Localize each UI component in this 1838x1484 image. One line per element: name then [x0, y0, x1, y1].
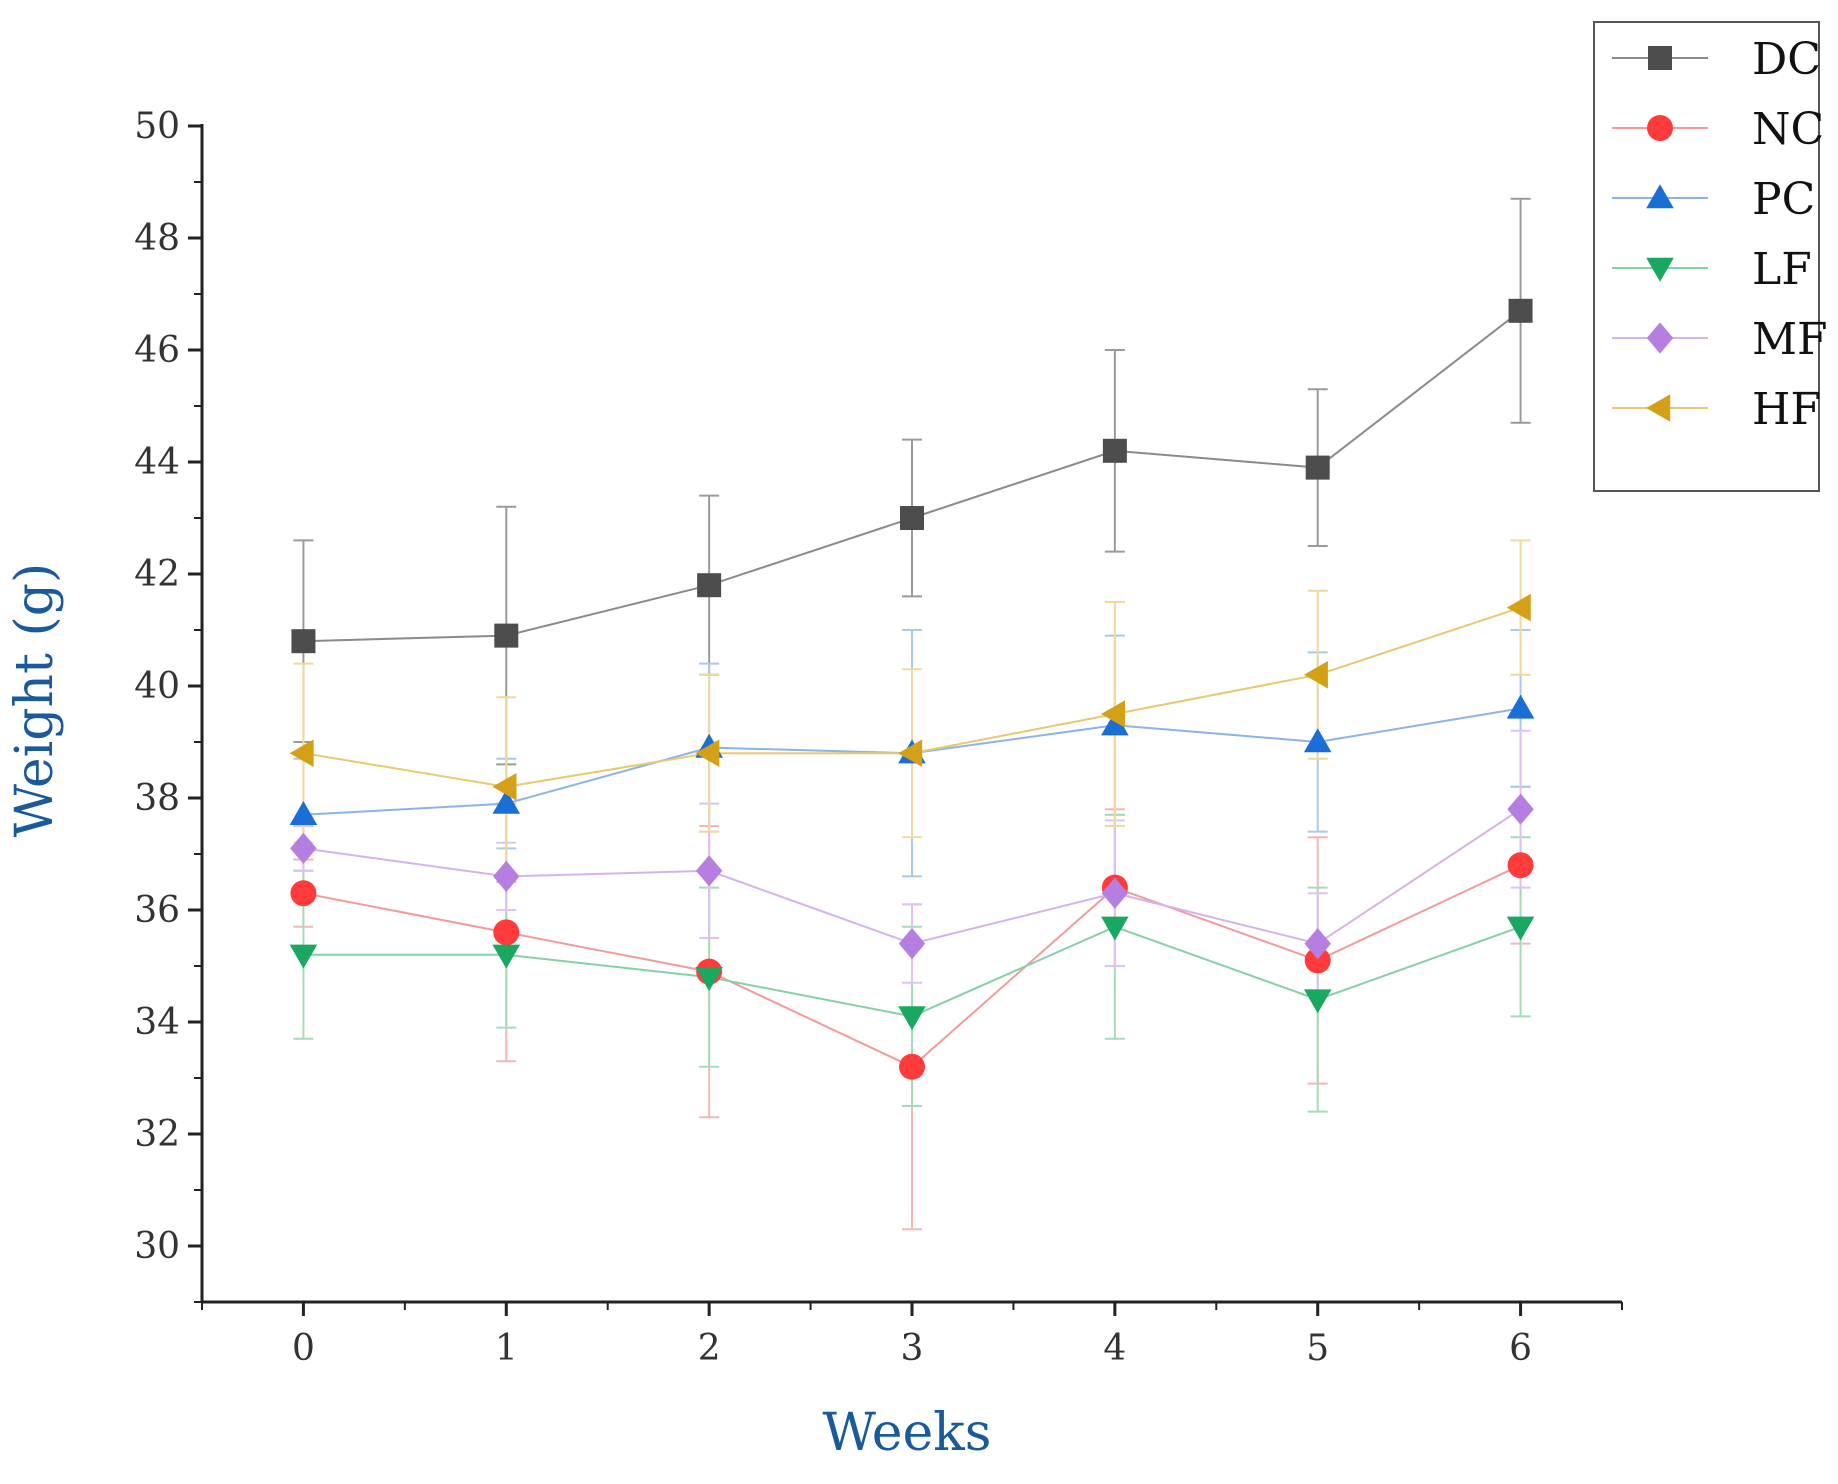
data-point-mf: [493, 860, 520, 892]
data-point-mf: [1304, 928, 1331, 960]
data-point-pc: [492, 789, 521, 814]
data-point-hf: [1506, 593, 1531, 622]
data-point-lf: [1101, 916, 1129, 941]
data-point-hf: [492, 773, 517, 801]
y-tick-label: 34: [134, 1002, 180, 1043]
data-point-pc: [289, 801, 318, 825]
y-tick-label: 42: [134, 554, 180, 595]
data-point-lf: [1303, 989, 1332, 1014]
y-tick-label: 48: [134, 218, 180, 259]
data-point-dc: [1508, 298, 1533, 323]
legend-items: DC NC PC LF MF HF: [1612, 34, 1828, 435]
plot-area: [289, 197, 1535, 1231]
legend-marker-nc: [1647, 115, 1673, 141]
legend-label-nc: NC: [1752, 104, 1824, 155]
data-point-pc: [1303, 728, 1332, 753]
legend-marker-hf: [1646, 394, 1671, 422]
y-tick-label: 46: [134, 330, 180, 371]
y-axis-title: Weight (g): [5, 563, 65, 838]
y-tick-label: 50: [134, 106, 180, 147]
data-point-nc: [493, 919, 520, 946]
data-point-dc: [494, 623, 519, 648]
data-point-hf: [289, 739, 314, 767]
data-point-pc: [1101, 711, 1129, 736]
data-point-hf: [695, 739, 720, 767]
legend-marker-dc: [1648, 46, 1672, 70]
x-tick-label: 2: [698, 1328, 721, 1369]
y-tick-label: 40: [134, 666, 180, 707]
legend: DC NC PC LF MF HF: [1593, 21, 1828, 492]
data-point-nc: [1304, 947, 1331, 974]
data-point-lf: [695, 967, 723, 991]
data-point-hf: [1303, 661, 1328, 689]
data-point-lf: [492, 944, 521, 969]
data-point-dc: [1102, 438, 1127, 463]
x-tick-label: 6: [1509, 1328, 1532, 1369]
legend-label-dc: DC: [1752, 34, 1821, 85]
data-point-lf: [289, 944, 318, 969]
data-point-dc: [697, 573, 722, 598]
data-point-hf: [898, 739, 923, 767]
x-tick-label: 1: [495, 1328, 518, 1369]
x-tick-label: 3: [901, 1328, 924, 1369]
legend-label-pc: PC: [1752, 174, 1815, 225]
y-tick-label: 36: [134, 890, 180, 931]
x-axis-title: Weeks: [823, 1403, 992, 1463]
data-point-hf: [1101, 700, 1126, 728]
data-point-mf: [898, 928, 926, 960]
data-point-nc: [1507, 852, 1534, 879]
y-tick-label: 32: [134, 1114, 180, 1155]
legend-marker-mf: [1646, 322, 1674, 354]
data-point-dc: [900, 506, 924, 530]
data-point-nc: [290, 880, 317, 907]
y-tick-label: 30: [134, 1226, 180, 1267]
data-point-mf: [695, 855, 723, 887]
legend-marker-pc: [1646, 184, 1674, 209]
data-point-lf: [1506, 916, 1535, 941]
legend-label-hf: HF: [1752, 384, 1821, 435]
legend-label-mf: MF: [1752, 314, 1828, 365]
data-point-mf: [1507, 793, 1534, 825]
data-point-dc: [1305, 455, 1330, 480]
data-point-nc: [899, 1053, 925, 1080]
legend-marker-lf: [1646, 257, 1674, 282]
legend-label-lf: LF: [1752, 244, 1812, 295]
legend-box: [1593, 21, 1820, 492]
data-point-lf: [898, 1006, 926, 1031]
data-point-dc: [291, 629, 316, 654]
data-point-pc: [1506, 694, 1535, 719]
y-tick-label: 44: [134, 442, 180, 483]
x-tick-label: 4: [1103, 1328, 1126, 1369]
x-tick-label: 5: [1306, 1328, 1329, 1369]
y-tick-label: 38: [134, 778, 180, 819]
data-point-mf: [290, 832, 317, 864]
markers: [289, 298, 1535, 1080]
x-tick-label: 0: [292, 1328, 315, 1369]
data-point-mf: [1101, 877, 1129, 909]
